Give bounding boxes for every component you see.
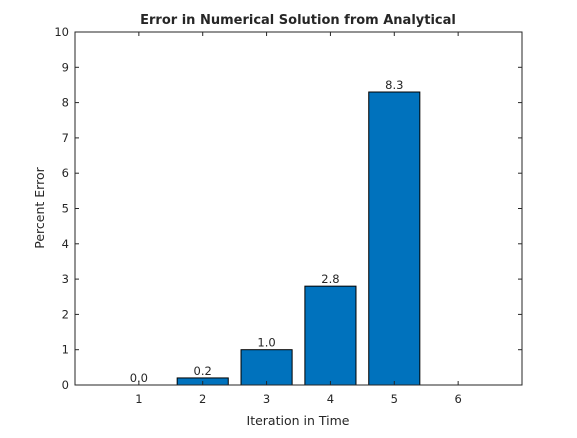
x-tick-label-1: 1 bbox=[135, 392, 142, 406]
data-label-1: 0.0 bbox=[130, 371, 148, 385]
y-tick-label-7: 7 bbox=[62, 131, 69, 145]
plot-area-background bbox=[75, 32, 522, 385]
chart-title: Error in Numerical Solution from Analyti… bbox=[140, 13, 456, 28]
y-tick-label-10: 10 bbox=[54, 25, 69, 39]
y-axis-label: Percent Error bbox=[32, 166, 47, 248]
data-label-4: 2.8 bbox=[321, 272, 339, 286]
bars-group bbox=[176, 91, 421, 386]
data-label-3: 1.0 bbox=[257, 336, 275, 350]
y-tick-label-4: 4 bbox=[62, 237, 69, 251]
y-tick-label-6: 6 bbox=[62, 166, 69, 180]
y-tick-label-8: 8 bbox=[62, 96, 69, 110]
y-tick-label-3: 3 bbox=[62, 272, 69, 286]
data-labels-group: 0.0 0.2 1.0 2.8 8.3 bbox=[130, 78, 404, 385]
axes-box bbox=[74, 31, 523, 386]
y-tick-label-5: 5 bbox=[62, 202, 69, 216]
bar-3 bbox=[240, 349, 293, 386]
y-tick-label-2: 2 bbox=[62, 307, 69, 321]
x-tick-label-3: 3 bbox=[263, 392, 270, 406]
data-label-2: 0.2 bbox=[194, 364, 212, 378]
ticks-group: 1 2 3 4 5 6 0 1 2 3 4 5 6 7 8 9 10 bbox=[54, 25, 522, 406]
y-tick-label-1: 1 bbox=[62, 343, 69, 357]
x-tick-label-2: 2 bbox=[199, 392, 206, 406]
data-label-5: 8.3 bbox=[385, 78, 403, 92]
x-axis-label: Iteration in Time bbox=[247, 413, 350, 428]
bar-5 bbox=[368, 91, 421, 386]
bar-4 bbox=[304, 285, 357, 386]
x-tick-label-5: 5 bbox=[391, 392, 398, 406]
x-tick-label-6: 6 bbox=[454, 392, 461, 406]
x-tick-label-4: 4 bbox=[327, 392, 334, 406]
y-tick-label-9: 9 bbox=[62, 60, 69, 74]
y-tick-label-0: 0 bbox=[62, 378, 69, 392]
